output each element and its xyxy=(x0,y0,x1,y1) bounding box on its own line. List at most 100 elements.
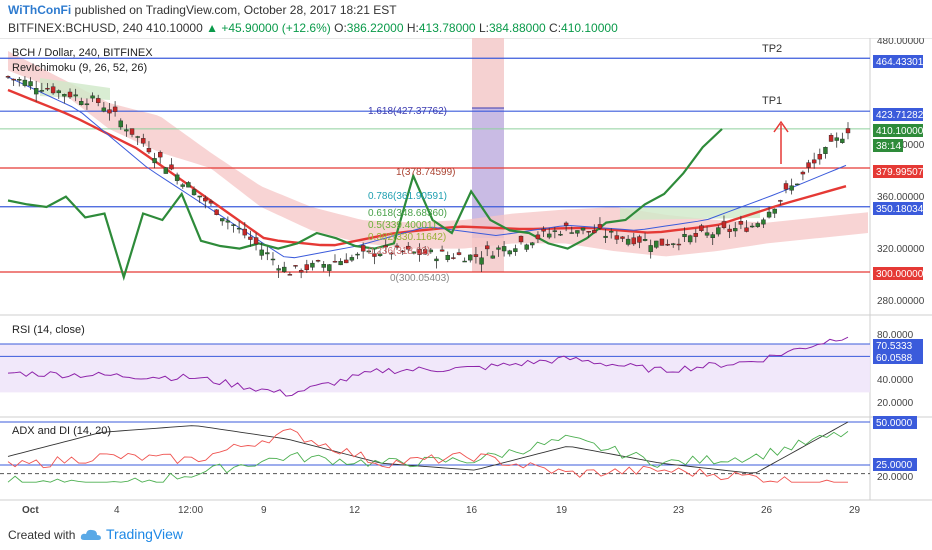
candle-body[interactable] xyxy=(389,252,394,255)
candle-body[interactable] xyxy=(507,250,512,255)
candle-body[interactable] xyxy=(22,79,28,86)
candle-body[interactable] xyxy=(563,222,569,226)
candle-body[interactable] xyxy=(659,238,665,246)
candle-body[interactable] xyxy=(394,245,400,248)
candle-body[interactable] xyxy=(738,220,744,225)
candle-body[interactable] xyxy=(344,259,349,264)
candle-body[interactable] xyxy=(203,197,208,202)
candle-body[interactable] xyxy=(101,107,107,112)
candle-body[interactable] xyxy=(146,147,152,153)
candle-body[interactable] xyxy=(411,251,417,254)
candle-body[interactable] xyxy=(834,137,839,141)
candle-body[interactable] xyxy=(349,257,355,261)
candle-body[interactable] xyxy=(372,253,377,257)
candle-body[interactable] xyxy=(360,245,366,252)
candle-body[interactable] xyxy=(693,233,698,237)
candle-body[interactable] xyxy=(676,243,682,246)
candle-body[interactable] xyxy=(112,106,118,112)
candle-body[interactable] xyxy=(28,81,33,87)
candle-body[interactable] xyxy=(197,195,202,198)
candle-body[interactable] xyxy=(518,235,524,243)
candle-body[interactable] xyxy=(445,255,450,260)
author-link[interactable]: WiThConFi xyxy=(8,3,72,17)
candle-body[interactable] xyxy=(377,253,383,256)
candle-body[interactable] xyxy=(535,234,541,240)
candle-body[interactable] xyxy=(496,247,501,250)
candle-body[interactable] xyxy=(417,248,422,255)
candle-body[interactable] xyxy=(225,220,231,223)
candle-body[interactable] xyxy=(406,245,411,250)
candle-body[interactable] xyxy=(761,219,766,225)
time-axis[interactable]: Oct 4 12:00 9 12 16 19 23 26 29 xyxy=(22,505,861,516)
candle-body[interactable] xyxy=(456,252,462,255)
candle-body[interactable] xyxy=(547,233,552,238)
candle-body[interactable] xyxy=(191,189,197,196)
candle-body[interactable] xyxy=(169,164,174,170)
candle-body[interactable] xyxy=(580,227,586,231)
candle-body[interactable] xyxy=(208,201,214,204)
candle-body[interactable] xyxy=(400,250,405,253)
candle-body[interactable] xyxy=(597,224,603,229)
candle-body[interactable] xyxy=(355,253,360,256)
candle-body[interactable] xyxy=(473,254,479,257)
candle-body[interactable] xyxy=(744,227,749,232)
candle-body[interactable] xyxy=(642,239,648,241)
candle-body[interactable] xyxy=(5,76,11,78)
candle-body[interactable] xyxy=(586,231,591,233)
candle-body[interactable] xyxy=(462,260,467,263)
candle-body[interactable] xyxy=(62,94,67,97)
candle-body[interactable] xyxy=(823,147,828,154)
candle-body[interactable] xyxy=(811,159,817,164)
candle-body[interactable] xyxy=(96,98,101,103)
candle-body[interactable] xyxy=(484,245,490,250)
candle-body[interactable] xyxy=(654,240,659,248)
candle-body[interactable] xyxy=(327,264,332,271)
candle-body[interactable] xyxy=(755,223,760,227)
candle-body[interactable] xyxy=(45,87,50,90)
candle-body[interactable] xyxy=(304,264,309,271)
candle-body[interactable] xyxy=(174,174,180,181)
candle-body[interactable] xyxy=(682,234,687,237)
candle-body[interactable] xyxy=(107,109,112,114)
candle-body[interactable] xyxy=(530,242,535,246)
candle-body[interactable] xyxy=(259,249,264,256)
candle-body[interactable] xyxy=(592,230,597,234)
candle-body[interactable] xyxy=(135,136,140,138)
tradingview-cloud-icon[interactable] xyxy=(80,527,102,541)
candle-body[interactable] xyxy=(671,243,676,245)
candle-body[interactable] xyxy=(73,94,78,97)
candle-body[interactable] xyxy=(665,243,670,246)
candle-body[interactable] xyxy=(315,260,321,262)
candle-body[interactable] xyxy=(733,228,738,232)
candle-body[interactable] xyxy=(298,270,304,273)
candle-body[interactable] xyxy=(490,255,496,259)
candle-body[interactable] xyxy=(434,258,439,262)
candle-body[interactable] xyxy=(84,103,90,106)
candle-body[interactable] xyxy=(575,230,580,234)
candle-body[interactable] xyxy=(118,120,123,128)
candle-body[interactable] xyxy=(513,248,518,252)
candle-body[interactable] xyxy=(749,225,755,228)
candle-body[interactable] xyxy=(716,227,721,235)
candle-body[interactable] xyxy=(124,129,129,132)
candle-body[interactable] xyxy=(795,183,800,186)
candle-body[interactable] xyxy=(451,257,456,259)
candle-body[interactable] xyxy=(721,221,727,228)
candle-body[interactable] xyxy=(67,91,73,98)
candle-body[interactable] xyxy=(631,237,636,245)
candle-body[interactable] xyxy=(704,232,710,236)
candle-body[interactable] xyxy=(766,211,772,218)
candle-body[interactable] xyxy=(287,274,293,276)
candle-body[interactable] xyxy=(90,95,95,99)
candle-body[interactable] xyxy=(282,266,287,272)
candle-body[interactable] xyxy=(699,225,704,231)
candle-body[interactable] xyxy=(321,264,326,268)
candle-body[interactable] xyxy=(603,235,608,238)
candle-body[interactable] xyxy=(17,79,22,81)
candle-body[interactable] xyxy=(50,86,56,94)
candle-body[interactable] xyxy=(840,138,845,143)
candle-body[interactable] xyxy=(609,231,614,233)
candle-body[interactable] xyxy=(270,258,276,261)
candle-body[interactable] xyxy=(687,235,693,243)
candle-body[interactable] xyxy=(310,262,315,268)
